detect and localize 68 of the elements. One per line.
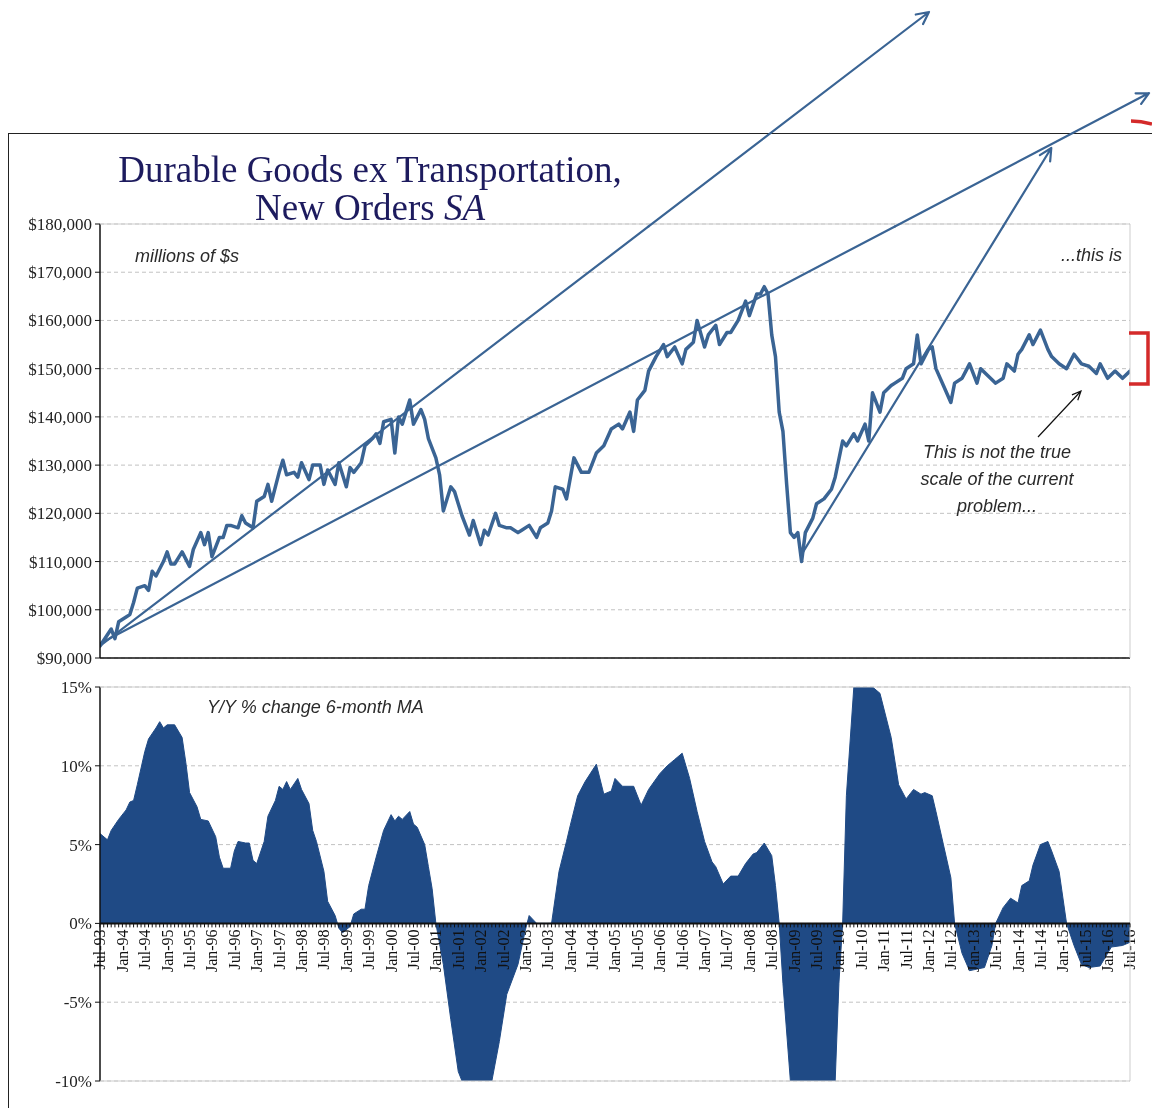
x-tick-label: Jan-05 xyxy=(606,929,624,973)
x-tick-label: Jul-16 xyxy=(1121,929,1139,970)
x-tick-label: Jul-11 xyxy=(897,929,915,969)
y-tick-label: 10% xyxy=(60,756,92,776)
x-tick-label: Jan-01 xyxy=(427,929,445,973)
x-tick-label: Jul-02 xyxy=(494,929,512,970)
x-tick-label: Jul-09 xyxy=(808,929,826,970)
y-tick-label: $110,000 xyxy=(28,552,92,572)
x-tick-label: Jul-97 xyxy=(270,929,288,970)
x-tick-label: Jan-12 xyxy=(919,929,937,973)
y-tick-label: $100,000 xyxy=(28,600,92,620)
x-tick-label: Jul-13 xyxy=(987,929,1005,970)
x-tick-label: Jan-98 xyxy=(293,929,311,973)
x-tick-label: Jan-13 xyxy=(964,929,982,973)
x-tick-label: Jan-15 xyxy=(1054,929,1072,973)
chart-title: Durable Goods ex Transportation, New Orders SA xyxy=(118,149,622,228)
x-tick-label: Jul-08 xyxy=(763,929,781,970)
y-axis-title: Y/Y % change 6-month MA xyxy=(207,697,424,717)
x-tick-label: Jul-03 xyxy=(539,929,557,970)
y-tick-label: $180,000 xyxy=(28,215,92,235)
y-tick-label: $160,000 xyxy=(28,311,92,331)
x-tick-label: Jan-02 xyxy=(472,929,490,973)
y-tick-label: $150,000 xyxy=(28,359,92,379)
x-tick-label: Jan-00 xyxy=(382,929,400,973)
x-tick-label: Jan-97 xyxy=(248,929,266,973)
x-tick-label: Jul-01 xyxy=(449,929,467,970)
x-tick-label: Jul-96 xyxy=(225,929,243,970)
y-tick-label: $130,000 xyxy=(28,456,92,476)
x-tick-label: Jul-07 xyxy=(718,929,736,970)
y-tick-label: $90,000 xyxy=(36,649,92,669)
x-tick-label: Jul-15 xyxy=(1076,929,1094,970)
x-tick-label: Jan-08 xyxy=(740,929,758,973)
x-tick-label: Jul-04 xyxy=(584,929,602,970)
x-tick-label: Jan-09 xyxy=(785,929,803,973)
x-tick-label: Jan-11 xyxy=(875,929,893,972)
y-tick-label: $170,000 xyxy=(28,263,92,283)
x-tick-label: Jan-96 xyxy=(203,929,221,973)
y-tick-label: $120,000 xyxy=(28,504,92,524)
x-tick-label: Jan-03 xyxy=(516,929,534,973)
annotation: This is not the true scale of the current problem... xyxy=(919,441,1075,518)
x-tick-label: Jul-93 xyxy=(91,929,109,970)
x-tick-label: Jan-16 xyxy=(1099,929,1117,973)
x-tick-label: Jul-05 xyxy=(628,929,646,970)
x-tick-label: Jul-98 xyxy=(315,929,333,970)
x-tick-label: Jan-10 xyxy=(830,929,848,973)
x-tick-label: Jul-06 xyxy=(673,929,691,970)
x-tick-label: Jan-06 xyxy=(651,929,669,973)
x-tick-label: Jan-14 xyxy=(1009,929,1027,973)
y-tick-label: 5% xyxy=(69,835,92,855)
annotation: ...this is xyxy=(1060,245,1122,265)
x-tick-label: Jul-94 xyxy=(136,929,154,970)
x-tick-label: Jul-00 xyxy=(404,929,422,970)
y-tick-label: 0% xyxy=(69,914,92,934)
x-tick-label: Jan-94 xyxy=(113,929,131,973)
x-tick-label: Jul-10 xyxy=(852,929,870,970)
x-tick-label: Jan-04 xyxy=(561,929,579,973)
y-tick-label: -5% xyxy=(63,993,92,1013)
x-tick-label: Jan-07 xyxy=(696,929,714,973)
y-tick-label: 15% xyxy=(60,678,92,698)
y-axis-title: millions of $s xyxy=(135,246,240,266)
x-tick-label: Jul-99 xyxy=(360,929,378,970)
y-tick-label: -10% xyxy=(55,1072,92,1092)
x-tick-label: Jan-99 xyxy=(337,929,355,973)
x-tick-label: Jan-95 xyxy=(158,929,176,973)
y-tick-label: $140,000 xyxy=(28,407,92,427)
x-tick-label: Jul-95 xyxy=(181,929,199,970)
x-tick-label: Jul-12 xyxy=(942,929,960,970)
x-tick-label: Jul-14 xyxy=(1031,929,1049,970)
